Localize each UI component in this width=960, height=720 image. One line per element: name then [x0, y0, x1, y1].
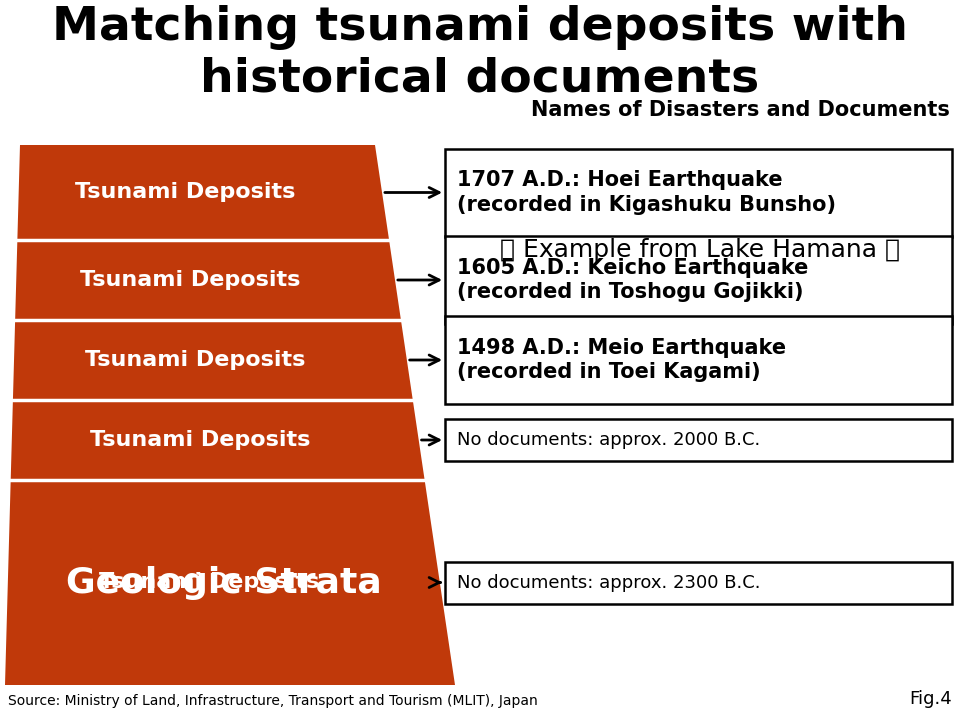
Text: Tsunami Deposits: Tsunami Deposits	[85, 350, 305, 370]
Text: Tsunami Deposits: Tsunami Deposits	[99, 572, 319, 593]
Bar	[445, 419, 952, 461]
Text: Geologic Strata: Geologic Strata	[66, 565, 382, 600]
Text: Tsunami Deposits: Tsunami Deposits	[75, 182, 296, 202]
Text: Source: Ministry of Land, Infrastructure, Transport and Tourism (MLIT), Japan: Source: Ministry of Land, Infrastructure…	[8, 694, 538, 708]
Bar	[445, 562, 952, 603]
Text: 【 Example from Lake Hamana 】: 【 Example from Lake Hamana 】	[500, 238, 900, 262]
Text: 1707 A.D.: Hoei Earthquake
(recorded in Kigashuku Bunsho): 1707 A.D.: Hoei Earthquake (recorded in …	[457, 170, 836, 215]
Text: No documents: approx. 2300 B.C.: No documents: approx. 2300 B.C.	[457, 574, 760, 592]
Text: Tsunami Deposits: Tsunami Deposits	[81, 270, 300, 290]
Text: Tsunami Deposits: Tsunami Deposits	[90, 430, 310, 450]
Text: Matching tsunami deposits with
historical documents: Matching tsunami deposits with historica…	[52, 5, 908, 102]
Bar	[445, 316, 952, 404]
Text: No documents: approx. 2000 B.C.: No documents: approx. 2000 B.C.	[457, 431, 760, 449]
Bar	[445, 236, 952, 324]
Bar	[445, 148, 952, 236]
Text: Fig.4: Fig.4	[909, 690, 952, 708]
Polygon shape	[5, 145, 455, 685]
Text: 1605 A.D.: Keicho Earthquake
(recorded in Toshogu Gojikki): 1605 A.D.: Keicho Earthquake (recorded i…	[457, 258, 808, 302]
Text: 1498 A.D.: Meio Earthquake
(recorded in Toei Kagami): 1498 A.D.: Meio Earthquake (recorded in …	[457, 338, 786, 382]
Text: Names of Disasters and Documents: Names of Disasters and Documents	[531, 100, 950, 120]
